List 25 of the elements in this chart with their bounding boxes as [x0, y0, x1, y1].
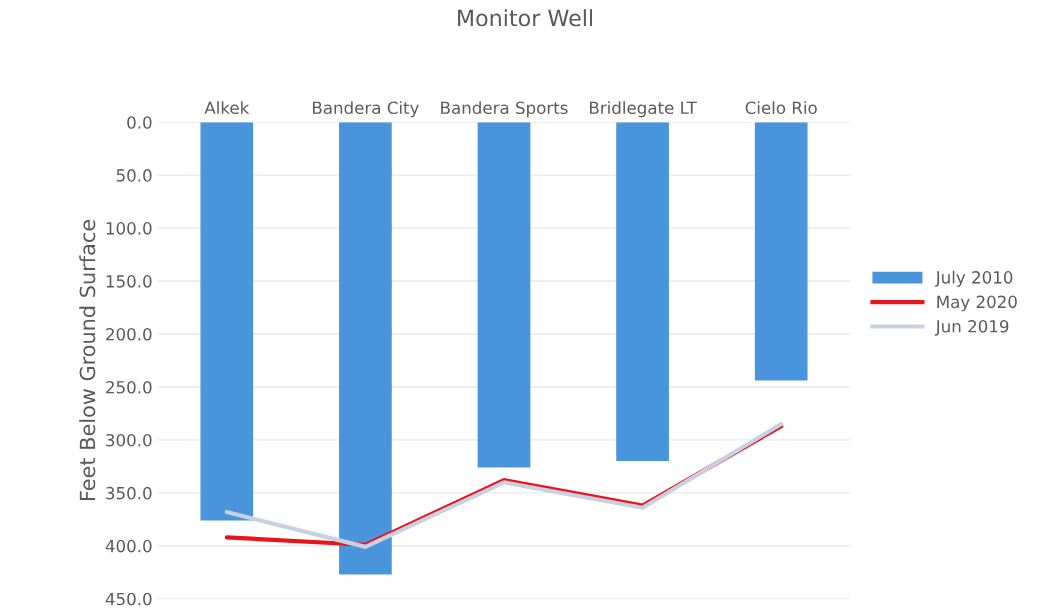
- y-tick-label: 400.0: [105, 539, 152, 553]
- bar: [339, 122, 392, 575]
- y-tick-label: 0.0: [127, 116, 152, 129]
- chart-title: Monitor Well: [458, 9, 593, 27]
- y-tick-label: 350.0: [106, 486, 152, 500]
- y-tick-label: 50.0: [116, 169, 152, 182]
- y-tick-label: 200.0: [106, 327, 152, 341]
- legend-label: Jun 2019: [934, 319, 1009, 336]
- y-tick-label: 150.0: [106, 275, 152, 288]
- y-tick-label: 250.0: [106, 380, 152, 394]
- bar: [616, 122, 669, 462]
- x-tick-label: Cielo Rio: [745, 101, 817, 115]
- x-tick-label: Alkek: [204, 101, 250, 115]
- legend-label: May 2020: [937, 295, 1017, 312]
- y-tick-label: 450.0: [105, 592, 152, 606]
- y-tick-label: 100.0: [106, 222, 152, 235]
- x-tick-label: Bridlegate LT: [590, 101, 697, 118]
- bar: [477, 122, 531, 468]
- x-tick-label: Bandera City: [313, 101, 419, 118]
- x-tick-label: Bandera Sports: [441, 101, 568, 118]
- bar: [754, 122, 808, 381]
- y-tick-label: 300.0: [106, 433, 152, 447]
- y-axis-title: Feet Below Ground Surface: [79, 220, 96, 501]
- bar: [200, 122, 254, 521]
- legend-label: July 2010: [934, 270, 1013, 287]
